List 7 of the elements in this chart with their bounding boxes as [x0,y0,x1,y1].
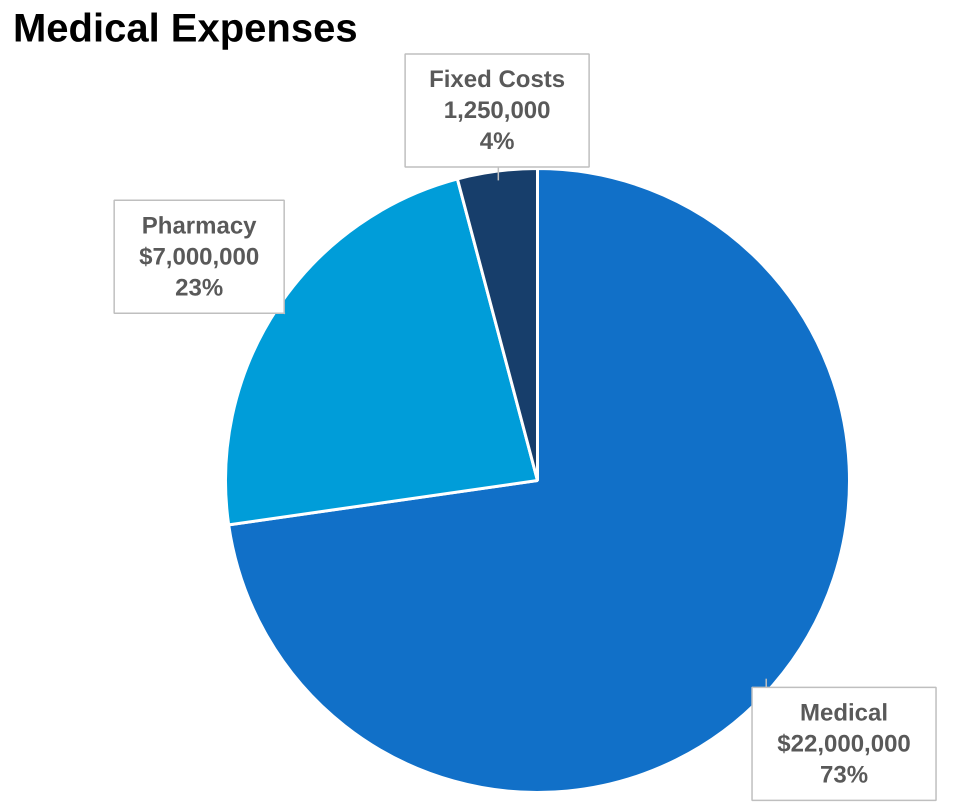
slice-label: Medical [800,699,888,726]
data-label: $7,000,000 23% [139,243,260,302]
data-label: $22,000,000 73% [777,730,911,788]
data-label: 1,250,000 4% [444,96,551,155]
chart-title: Medical Expenses [12,6,358,51]
slice-label: Pharmacy [142,212,258,240]
slice-label: Fixed Costs [429,66,566,93]
